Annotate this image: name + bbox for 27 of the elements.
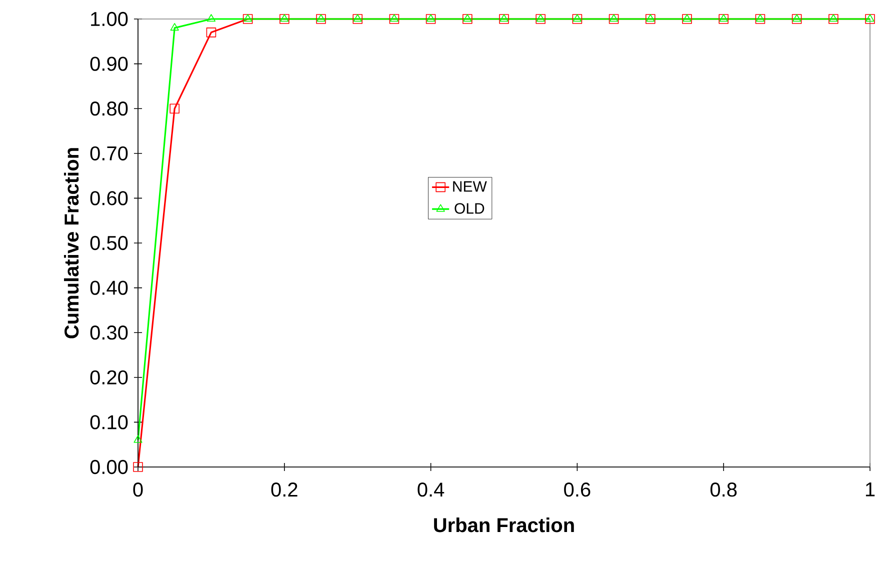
x-axis-title: Urban Fraction — [434, 518, 574, 532]
point — [206, 14, 216, 22]
x-tick-label: 0.8 — [710, 482, 737, 497]
y-tick-label: 0.70 — [90, 146, 128, 160]
y-tick-label: 0.90 — [90, 56, 128, 71]
y-tick-label: 0.50 — [90, 236, 128, 250]
y-tick-label: 0.80 — [90, 102, 128, 116]
point — [170, 104, 180, 114]
y-tick-label: 0.30 — [90, 326, 128, 340]
point — [170, 23, 179, 31]
y-tick-label: 0.60 — [90, 191, 128, 206]
x-tick-label: 0.6 — [564, 482, 590, 497]
x-tick-label: 0 — [133, 482, 143, 497]
legend-label: NEW — [453, 181, 487, 192]
y-tick-label: 1.00 — [91, 12, 128, 26]
y-tick-label: 0.00 — [90, 460, 128, 474]
point — [133, 462, 143, 472]
x-tick-label: 0.2 — [271, 482, 298, 497]
x-tick-label: 1 — [866, 482, 875, 496]
y-tick-label: 0.10 — [90, 415, 128, 430]
y-tick-label: 0.20 — [90, 370, 128, 384]
y-axis-title: Cumulative Fraction — [64, 148, 79, 338]
legend-label: OLD — [454, 203, 484, 214]
x-tick-label: 0.4 — [418, 482, 444, 497]
y-tick-label: 0.40 — [90, 280, 128, 295]
point — [206, 28, 216, 38]
point — [134, 435, 142, 443]
